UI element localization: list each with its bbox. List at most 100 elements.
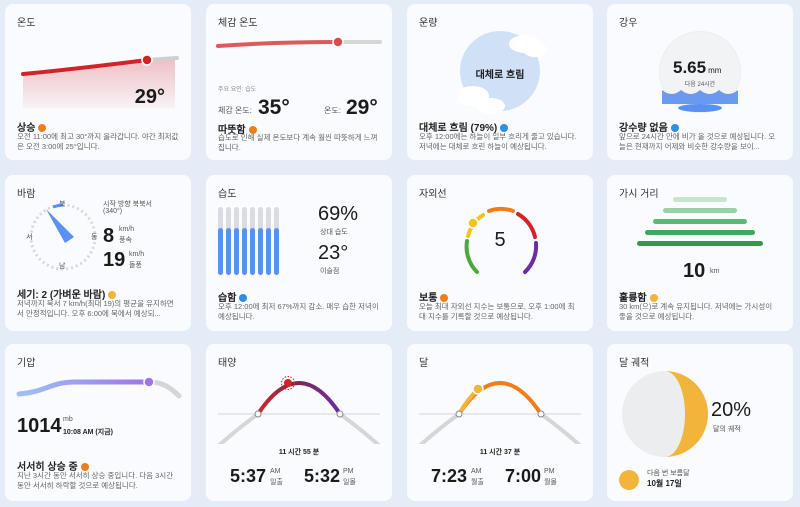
feels-like-card[interactable]: 체감 온도 주요 요인: 습도 체감 온도: 35° 온도: 29° 따뜻함 습… (206, 4, 392, 160)
pressure-value: 1014 (17, 415, 62, 437)
moonrise-time: 7:23 (431, 466, 468, 486)
humidity-bar-fill (266, 228, 271, 275)
pressure-badge-icon (80, 463, 89, 472)
visibility-value: 10 (683, 260, 706, 282)
arrow-up-icon (38, 124, 47, 133)
rain-gauge (659, 31, 741, 113)
temperature-desc: 오전 11:00에 최고 30°까지 올라갑니다. 야간 최저값은 오전 3:0… (17, 132, 179, 151)
sun-duration: 11 시간 55 분 (278, 449, 320, 456)
compass-e: 동 (91, 234, 98, 241)
uv-card[interactable]: 자외선 5 보통 오늘 최대 자외선 지수는 보통으로, 오후 1:00에 최대… (407, 175, 593, 331)
wind-head: 세기: 2 (가벼운 바람) (17, 286, 117, 301)
moonrise-ampm: AM (471, 468, 482, 475)
moon-card[interactable]: 달 11 시간 37 분 7:23 AM 월출 7:00 PM 월몰 (407, 344, 593, 501)
humidity-bars (218, 207, 279, 275)
sunrise-time: 5:37 (230, 466, 267, 486)
visibility-graphic (637, 197, 763, 246)
pressure-desc: 지난 3시간 동안 서서히 상승 중입니다. 다음 3시간 동안 서서히 하락할… (17, 471, 174, 490)
sunrise-ampm: AM (270, 468, 281, 475)
card-title: 달 궤적 (619, 358, 650, 369)
card-title: 운량 (419, 18, 438, 29)
uv-head: 보통 (419, 289, 449, 304)
card-title: 온도 (17, 18, 36, 29)
pressure-time: 10:08 AM (지금) (63, 429, 113, 436)
moon-phase-icon (622, 371, 708, 457)
visibility-desc: 30 km(으)로 계속 유지됩니다. 저녁에는 가시성이 좋을 것으로 예상됩… (619, 302, 773, 321)
humidity-label: 상대 습도 (320, 229, 348, 236)
uv-badge-icon (440, 294, 449, 303)
wind-gust-unit: km/h (129, 251, 145, 258)
sunrise-label: 일출 (270, 479, 283, 486)
humidity-bar-fill (242, 228, 247, 275)
dew-point-value: 23° (318, 242, 349, 264)
wind-gust-label: 돌풍 (129, 262, 142, 269)
cloud-head: 대체로 흐림 (79%) (419, 119, 509, 134)
moon-duration: 11 시간 37 분 (479, 449, 521, 456)
moonset-time: 7:00 (505, 466, 542, 486)
feels-like-head: 따뜻함 (218, 121, 257, 136)
feels-label: 체감 온도: (218, 106, 252, 115)
visibility-unit: km (710, 268, 720, 275)
cloud-icon (457, 31, 547, 114)
sun-card[interactable]: 태양 11 시간 55 분 5:37 AM 일출 5:32 PM 일몰 (206, 344, 392, 501)
humidity-bar-fill (218, 228, 223, 275)
uv-desc: 오늘 최대 자외선 지수는 보통으로, 오후 1:00에 최대 지수를 기록할 … (419, 302, 575, 321)
visibility-card[interactable]: 가시 거리 10 km 훌륭함 30 km(으)로 계속 유지됩니다. 저녁에는… (607, 175, 793, 331)
rain-card[interactable]: 강우 5.65 mm 다음 24시간 강수량 없음 앞으로 24시간 안에 비가 … (607, 4, 793, 160)
temp-label: 온도: (324, 106, 341, 115)
dew-point-label: 이슬점 (320, 268, 340, 275)
sunset-label: 일몰 (343, 479, 356, 486)
humidity-card[interactable]: 습도 69% 상대 습도 23° 이슬점 습함 오후 12:00에 최저 67%… (206, 175, 392, 331)
next-full-moon-label: 다음 번 보름달 (647, 470, 690, 477)
wind-gust: 19 (103, 249, 126, 271)
compass-n: 북 (59, 201, 66, 208)
moon-phase-card[interactable]: 달 궤적 20% 달의 궤적 다음 번 보름달 10월 17일 (607, 344, 793, 501)
pressure-card[interactable]: 기압 1014 mb 10:08 AM (지금) 서서히 상승 중 지난 3시간… (5, 344, 191, 501)
humidity-desc: 오후 12:00에 최저 67%까지 감소. 매우 습한 저녁이 예상됩니다. (218, 302, 379, 321)
humidity-head: 습함 (218, 289, 248, 304)
cloud-center-text: 대체로 흐림 (475, 70, 525, 81)
temperature-graph (21, 54, 179, 108)
wind-badge-icon (108, 291, 117, 300)
moon-phase-value: 20% (711, 399, 752, 421)
card-title: 체감 온도 (218, 18, 258, 29)
card-title: 달 (419, 358, 429, 369)
wind-desc: 저녁까지 북서 7 km/h(최대 19)의 평균을 유지하면서 안정적입니다.… (17, 299, 174, 318)
next-full-moon-date: 10월 17일 (647, 479, 682, 488)
pressure-head: 서서히 상승 중 (17, 458, 89, 473)
humidity-value: 69% (318, 203, 359, 225)
card-title: 강우 (619, 18, 638, 29)
full-moon-icon (619, 470, 639, 490)
sunset-ampm: PM (343, 468, 354, 475)
cloud-cover-card[interactable]: 운량 대체로 흐림 대체로 흐림 (79%) 오후 12:00에는 하늘이 일부… (407, 4, 593, 160)
cloud-badge-icon (500, 124, 509, 133)
temp-value: 29° (346, 96, 378, 119)
wind-speed-label: 풍속 (119, 237, 132, 244)
compass-s: 남 (59, 263, 66, 270)
wind-card[interactable]: 바람 북 동 남 서 시작 방향 북북서 (340°) 8 km/h 풍속 19… (5, 175, 191, 331)
wind-compass (29, 203, 97, 271)
wind-degree: (340°) (103, 208, 123, 215)
pressure-unit: mb (63, 416, 73, 423)
temperature-card[interactable]: 온도 29° 상승 오전 11:00에 최고 30°까지 올라갑니다. 야간 최… (5, 4, 191, 160)
primary-factor: 주요 요인: 습도 (218, 87, 257, 93)
humidity-bar-fill (226, 228, 231, 275)
temperature-value: 29° (134, 86, 165, 108)
visibility-head: 훌륭함 (619, 289, 658, 304)
card-title: 바람 (17, 189, 36, 200)
sunset-time: 5:32 (304, 466, 341, 486)
pressure-graph (16, 376, 182, 399)
card-title: 습도 (218, 189, 237, 200)
rain-desc: 앞으로 24시간 안에 비가 올 것으로 예상됩니다. 오늘은 현재까지 어제와… (619, 132, 776, 151)
moonset-label: 월몰 (544, 479, 557, 486)
compass-w: 서 (26, 234, 33, 241)
uv-gauge (464, 207, 539, 274)
cloud-desc: 오후 12:00에는 하늘이 일부 흐리게 줄고 있습니다. 저녁에는 대체로 … (419, 132, 577, 151)
wind-speed: 8 (103, 225, 115, 247)
feels-like-desc: 습도로 인해 실제 온도보다 계속 훨씬 따뜻하게 느껴집니다. (218, 133, 378, 152)
moon-arc (418, 381, 582, 444)
rain-badge-icon (670, 124, 679, 133)
arrow-up-icon (248, 126, 257, 135)
sun-arc (217, 376, 381, 444)
card-title: 가시 거리 (619, 189, 659, 200)
